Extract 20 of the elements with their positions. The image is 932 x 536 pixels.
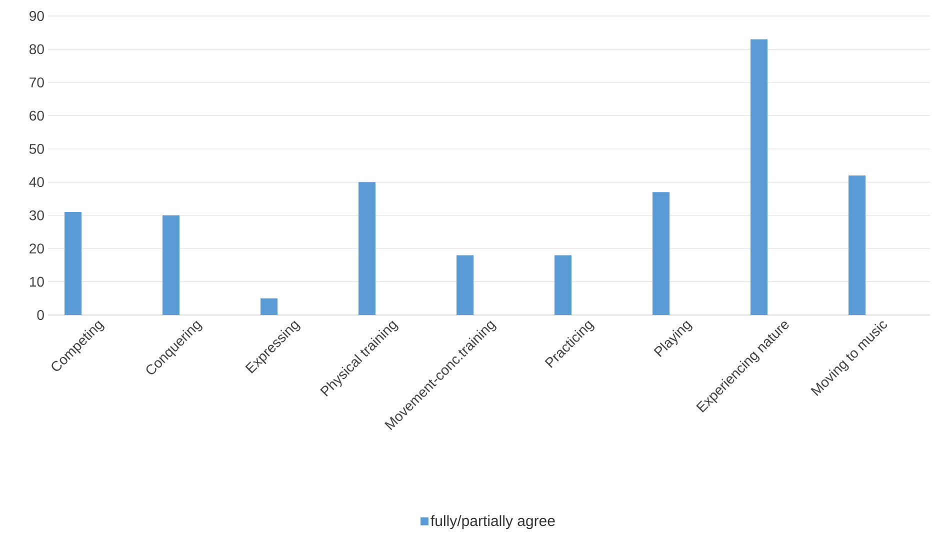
legend-label: fully/partially agree [430,515,555,530]
y-tick-label: 0 [37,310,44,320]
y-tick-label: 70 [30,77,44,88]
y-tick-label: 30 [29,210,44,220]
y-tick-label: 80 [30,44,44,54]
bar [64,212,82,315]
bar [652,192,670,315]
bar [456,255,474,315]
y-tick-label: 90 [30,11,44,21]
y-tick-label: 20 [30,244,44,254]
y-tick-label: 60 [30,110,44,121]
bar [848,175,866,315]
bar [750,39,768,315]
bar [554,255,572,315]
y-tick-label: 10 [30,276,44,287]
bar [358,182,376,315]
bar [260,298,278,315]
y-tick-label: 50 [29,144,44,154]
bar [162,215,180,315]
y-tick-label: 40 [29,177,44,188]
